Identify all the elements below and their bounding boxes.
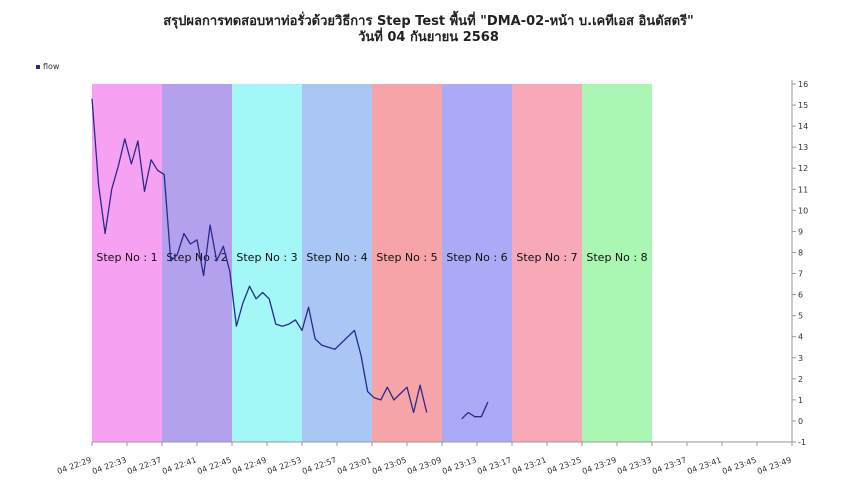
x-tick-label: 04 22:33 bbox=[91, 455, 128, 476]
y-tick-label: 11 bbox=[798, 185, 808, 194]
y-tick-label: 16 bbox=[798, 80, 808, 89]
x-tick-label: 04 23:17 bbox=[476, 455, 513, 476]
x-tick-label: 04 22:57 bbox=[301, 455, 338, 476]
y-tick-label: 4 bbox=[798, 333, 803, 342]
y-tick-label: 14 bbox=[798, 122, 808, 131]
step-bands bbox=[92, 84, 652, 442]
x-tick-label: 04 23:21 bbox=[511, 455, 548, 476]
x-tick-label: 04 23:01 bbox=[336, 455, 373, 476]
step-label-3: Step No : 3 bbox=[236, 251, 297, 264]
x-tick-label: 04 23:05 bbox=[371, 455, 408, 476]
step-band-6 bbox=[442, 84, 512, 442]
x-tick-label: 04 23:29 bbox=[581, 455, 618, 476]
y-tick-label: 6 bbox=[798, 291, 803, 300]
x-tick-label: 04 22:53 bbox=[266, 455, 303, 476]
x-tick-label: 04 23:09 bbox=[406, 455, 443, 476]
y-tick-label: 15 bbox=[798, 101, 808, 110]
y-tick-label: 9 bbox=[798, 227, 803, 236]
y-tick-label: 1 bbox=[798, 396, 803, 405]
y-tick-label: 5 bbox=[798, 312, 803, 321]
x-tick-label: 04 22:45 bbox=[196, 455, 233, 476]
step-band-5 bbox=[372, 84, 442, 442]
chart-subtitle: วันที่ 04 กันยายน 2568 bbox=[358, 30, 499, 45]
y-tick-label: 2 bbox=[798, 375, 803, 384]
x-tick-label: 04 23:45 bbox=[721, 455, 758, 476]
step-label-5: Step No : 5 bbox=[376, 251, 437, 264]
legend-swatch bbox=[36, 64, 40, 69]
x-tick-label: 04 23:13 bbox=[441, 455, 478, 476]
series-line-flow-segment-1 bbox=[91, 98, 428, 414]
y-tick-label: 13 bbox=[798, 143, 808, 152]
y-tick-label: 3 bbox=[798, 354, 803, 363]
x-tick-label: 04 23:33 bbox=[616, 455, 653, 476]
step-label-2: Step No : 2 bbox=[166, 251, 227, 264]
step-labels: Step No : 1 Step No : 2 Step No : 3 Step No… bbox=[96, 251, 647, 264]
step-band-4 bbox=[302, 84, 372, 442]
y-tick-label: 12 bbox=[798, 164, 808, 173]
series-flow bbox=[91, 98, 489, 420]
step-label-7: Step No : 7 bbox=[516, 251, 577, 264]
series-line-flow-segment-2 bbox=[461, 401, 489, 420]
step-band-8 bbox=[582, 84, 652, 442]
y-tick-label: 8 bbox=[798, 248, 803, 257]
step-label-1: Step No : 1 bbox=[96, 251, 157, 264]
y-tick-label: -1 bbox=[798, 438, 806, 447]
chart-title: สรุปผลการทดสอบหาท่อรั่วด้วยวิธีการ Step … bbox=[163, 14, 694, 29]
step-band-2 bbox=[162, 84, 232, 442]
x-tick-label: 04 22:37 bbox=[126, 455, 163, 476]
x-tick-label: 04 23:25 bbox=[546, 455, 583, 476]
legend: flow bbox=[36, 62, 59, 71]
step-band-7 bbox=[512, 84, 582, 442]
x-tick-label: 04 23:37 bbox=[651, 455, 688, 476]
x-tick-label: 04 22:41 bbox=[161, 455, 198, 476]
y-tick-label: 7 bbox=[798, 270, 803, 279]
step-label-8: Step No : 8 bbox=[586, 251, 647, 264]
y-tick-label: 10 bbox=[798, 206, 808, 215]
legend-label-flow: flow bbox=[43, 62, 60, 71]
step-label-6: Step No : 6 bbox=[446, 251, 507, 264]
x-tick-label: 04 22:49 bbox=[231, 455, 268, 476]
step-band-1 bbox=[92, 84, 162, 442]
chart-title-block: สรุปผลการทดสอบหาท่อรั่วด้วยวิธีการ Step … bbox=[0, 14, 857, 46]
y-tick-label: 0 bbox=[798, 417, 803, 426]
x-tick-label: 04 23:41 bbox=[686, 455, 723, 476]
step-band-3 bbox=[232, 84, 302, 442]
x-tick-label: 04 23:49 bbox=[756, 455, 793, 476]
step-label-4: Step No : 4 bbox=[306, 251, 367, 264]
x-tick-label: 04 22:29 bbox=[56, 455, 93, 476]
